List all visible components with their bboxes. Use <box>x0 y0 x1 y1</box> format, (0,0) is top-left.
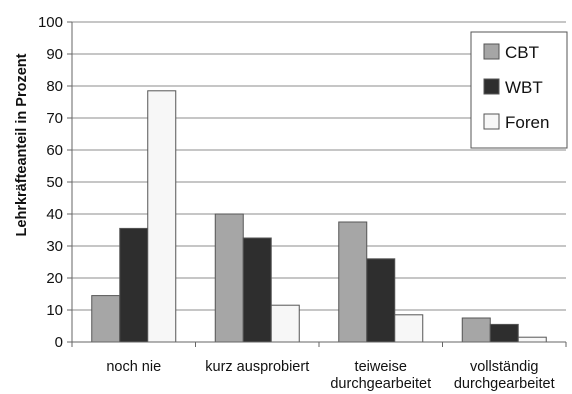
legend-label-foren: Foren <box>505 113 549 132</box>
y-tick-label: 40 <box>46 206 63 223</box>
x-axis-categories: noch nie kurz ausprobiert teiweisedurchgea… <box>71 342 567 392</box>
y-tick-label: 0 <box>55 334 63 351</box>
y-axis-ticks: 0 10 20 30 40 50 60 70 80 90 100 <box>38 14 72 351</box>
legend-swatch-foren <box>483 113 500 130</box>
y-tick-label: 90 <box>46 46 63 63</box>
x-category-label: noch nie <box>106 359 161 375</box>
bar-wbt-0 <box>119 227 149 343</box>
bar-wbt-3 <box>489 323 519 343</box>
legend: CBT WBT Foren <box>470 31 568 149</box>
bar-foren-3 <box>517 336 547 343</box>
y-tick-label: 60 <box>46 142 63 159</box>
x-category-label: teiweise <box>355 359 407 375</box>
y-tick-label: 10 <box>46 302 63 319</box>
bar-cbt-3 <box>461 317 491 343</box>
bars <box>91 90 547 343</box>
bar-wbt-2 <box>366 258 396 343</box>
bar-cbt-0 <box>91 295 121 343</box>
y-tick-label: 70 <box>46 110 63 127</box>
bar-foren-2 <box>394 314 424 343</box>
y-tick-label: 20 <box>46 270 63 287</box>
legend-label-cbt: CBT <box>505 43 539 62</box>
x-category-label: vollständig <box>470 359 539 375</box>
bar-foren-1 <box>270 304 300 343</box>
legend-label-wbt: WBT <box>505 78 543 97</box>
x-category-label: durchgearbeitet <box>454 376 555 392</box>
y-tick-label: 50 <box>46 174 63 191</box>
bar-cbt-1 <box>214 213 244 343</box>
bar-wbt-1 <box>242 237 272 343</box>
y-tick-label: 80 <box>46 78 63 95</box>
legend-swatch-cbt <box>483 43 500 60</box>
legend-swatch-wbt <box>483 78 500 95</box>
y-tick-label: 100 <box>38 14 63 31</box>
x-category-label: kurz ausprobiert <box>205 359 309 375</box>
y-tick-label: 30 <box>46 238 63 255</box>
y-axis-label: Lehrkräfteanteil in Prozent <box>14 53 30 236</box>
x-category-label: durchgearbeitet <box>330 376 431 392</box>
bar-foren-0 <box>147 90 177 343</box>
bar-cbt-2 <box>338 221 368 343</box>
